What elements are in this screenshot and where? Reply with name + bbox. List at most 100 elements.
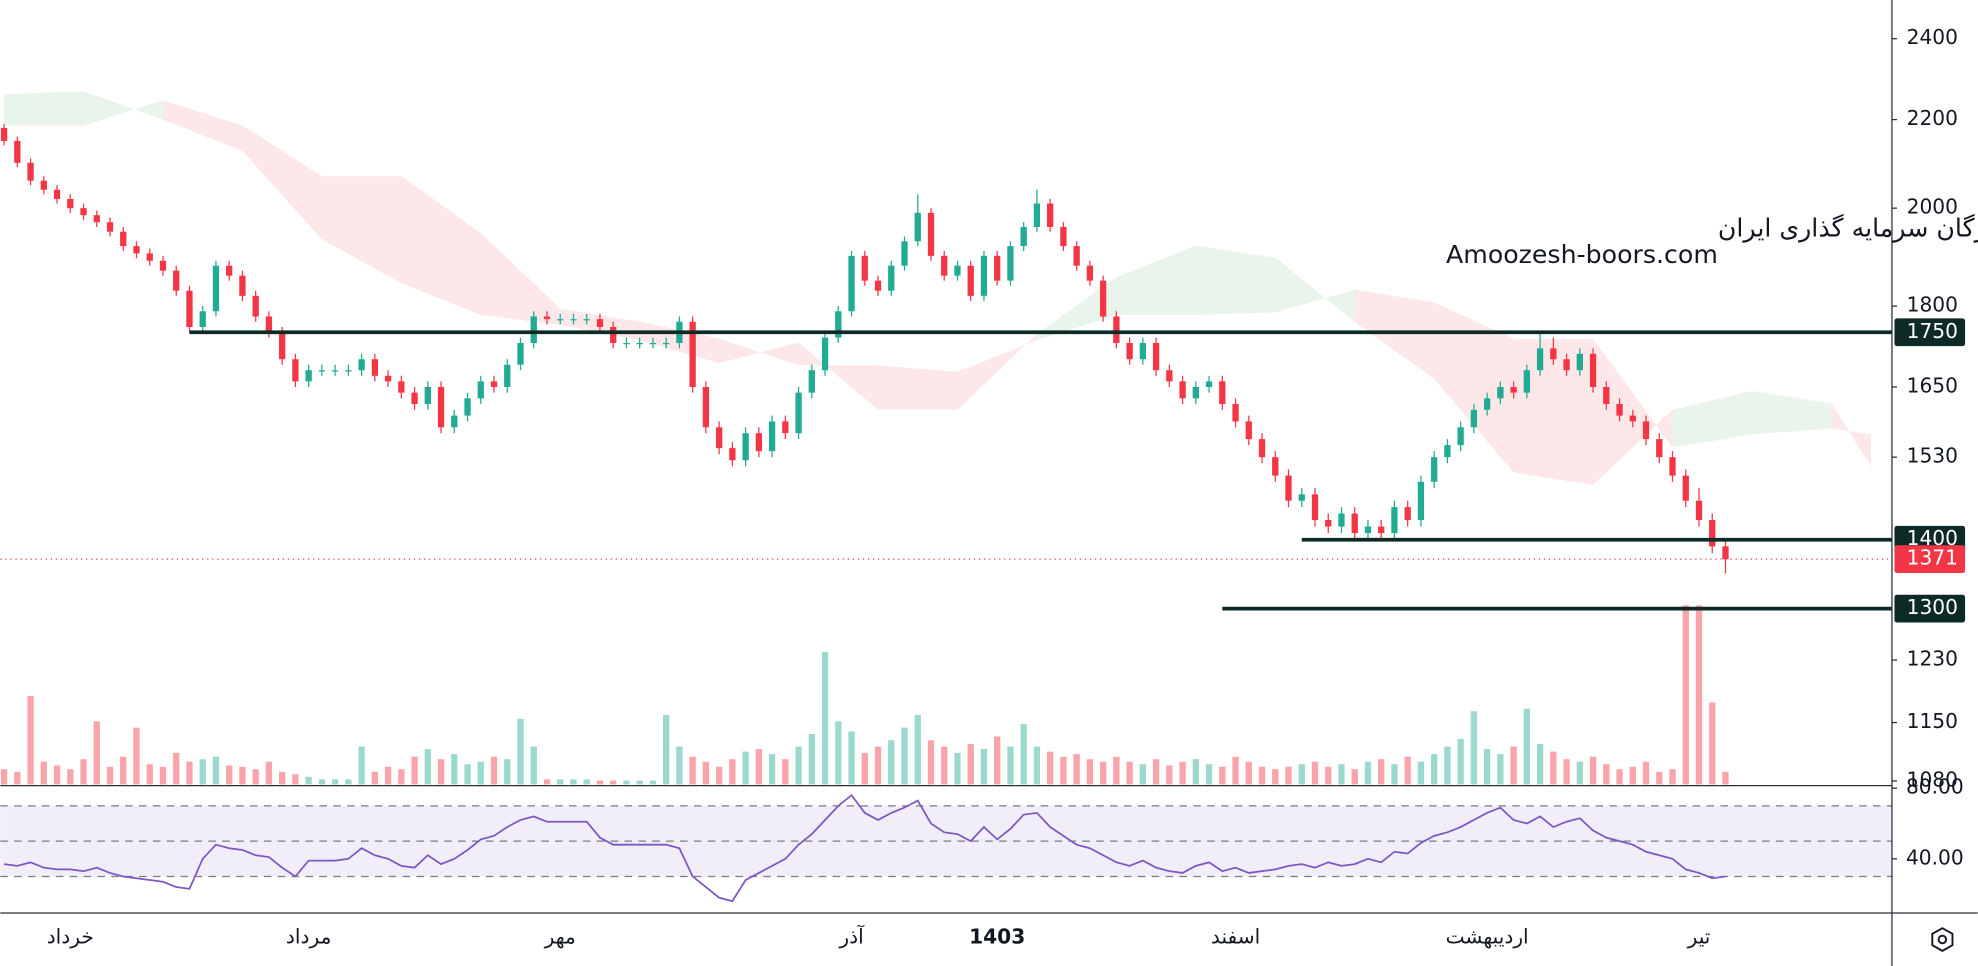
volume-bar: [345, 779, 352, 785]
volume-bar: [821, 651, 829, 785]
candle-body: [821, 337, 829, 371]
cloud-segment: [321, 176, 402, 284]
candle-body: [1364, 526, 1372, 534]
cloud-segment: [480, 233, 561, 325]
cloud-segment: [1513, 338, 1594, 485]
candle-body: [265, 316, 273, 333]
volume-bar: [398, 769, 405, 785]
volume-bar: [914, 715, 921, 785]
candle-body: [1338, 513, 1345, 527]
volume-bar: [1219, 766, 1226, 785]
candle-body: [398, 381, 405, 393]
candle-body: [583, 319, 590, 321]
candle-body: [173, 270, 180, 291]
candle-body: [530, 316, 537, 343]
candle-body: [1550, 348, 1557, 360]
candle-body: [1629, 415, 1636, 422]
candle-body: [1417, 481, 1425, 521]
volume-bar: [954, 752, 961, 785]
candle-body: [980, 255, 988, 296]
volume-bar: [874, 746, 882, 785]
candle-body: [1563, 359, 1570, 371]
candle-body: [1298, 494, 1305, 501]
candle-body: [1258, 439, 1266, 458]
volume-bar: [1258, 766, 1266, 785]
candle-body: [1245, 421, 1252, 440]
candle-body: [941, 255, 948, 276]
hexagon-dot[interactable]: [1937, 934, 1948, 945]
volume-bar: [67, 769, 74, 785]
volume-bar: [596, 780, 604, 785]
cloud-segment: [83, 91, 163, 126]
y-tick-label: 1150: [1907, 709, 1958, 733]
candle-body: [279, 332, 286, 360]
candle-body: [252, 295, 259, 317]
cloud-segment: [1434, 302, 1514, 473]
x-tick-label: 1403: [969, 925, 1025, 949]
candle-body: [1179, 381, 1186, 399]
volume-bar: [318, 779, 326, 785]
volume-bar: [1695, 605, 1703, 785]
volume-bar: [1642, 761, 1650, 785]
candle-body: [1272, 457, 1279, 476]
volume-bar: [159, 766, 167, 785]
candle-body: [702, 386, 710, 428]
volume-bar: [1152, 759, 1160, 785]
candle-body: [1060, 226, 1067, 247]
hexagon[interactable]: [1931, 927, 1954, 952]
volume-bar: [676, 746, 683, 785]
candle-body: [1007, 246, 1014, 281]
volume-bar: [1444, 746, 1451, 785]
volume-bar: [901, 727, 908, 785]
volume-bar: [1682, 605, 1689, 785]
volume-bar: [808, 733, 815, 785]
rsi-tick-label: 80.00: [1906, 775, 1964, 799]
candle-body: [689, 321, 696, 387]
settings-icon[interactable]: [1931, 927, 1954, 952]
volume-bar: [1457, 739, 1464, 785]
candle-body: [437, 386, 445, 428]
candle-body: [967, 265, 974, 296]
volume-bar: [1205, 764, 1213, 785]
volume-bar: [1470, 711, 1478, 785]
candle-body: [1656, 439, 1663, 458]
volume-bar: [464, 764, 471, 785]
candle-body: [1166, 370, 1173, 382]
volume-bar: [1086, 759, 1094, 785]
volume-bar: [1404, 756, 1411, 785]
volume-bar: [199, 759, 206, 785]
volume-bar: [835, 721, 842, 785]
volume-bar: [1656, 771, 1663, 785]
volume-bar: [305, 776, 312, 785]
level-box: [1894, 594, 1966, 623]
candle-body: [1523, 370, 1531, 393]
candle-body: [239, 275, 246, 296]
candle-body: [663, 342, 670, 345]
candle-body: [331, 370, 339, 372]
volume-bar: [1139, 764, 1147, 785]
candle-body: [1616, 404, 1623, 416]
volume-bar: [1391, 764, 1398, 785]
candle-body: [901, 241, 908, 266]
volume-bar: [1351, 769, 1358, 785]
candle-body: [1497, 386, 1504, 399]
volume-bar: [636, 780, 643, 785]
cloud-segment: [401, 176, 481, 315]
volume-bar: [146, 764, 153, 785]
candle-body: [451, 415, 458, 428]
candle-body: [649, 342, 657, 345]
cloud-segment: [242, 125, 322, 240]
volume-bar: [1483, 749, 1491, 785]
volume-bar: [702, 761, 710, 785]
volume-bar: [411, 756, 418, 785]
cloud-segment: [1116, 245, 1196, 315]
volume-bar: [371, 771, 378, 785]
candle-body: [1020, 226, 1027, 247]
candle-body: [954, 265, 961, 276]
volume-bar: [1179, 761, 1186, 785]
volume-bar: [967, 744, 974, 785]
volume-bar: [133, 727, 140, 785]
candle-body: [424, 386, 431, 405]
candle-body: [808, 370, 815, 393]
volume-bar: [663, 715, 670, 785]
